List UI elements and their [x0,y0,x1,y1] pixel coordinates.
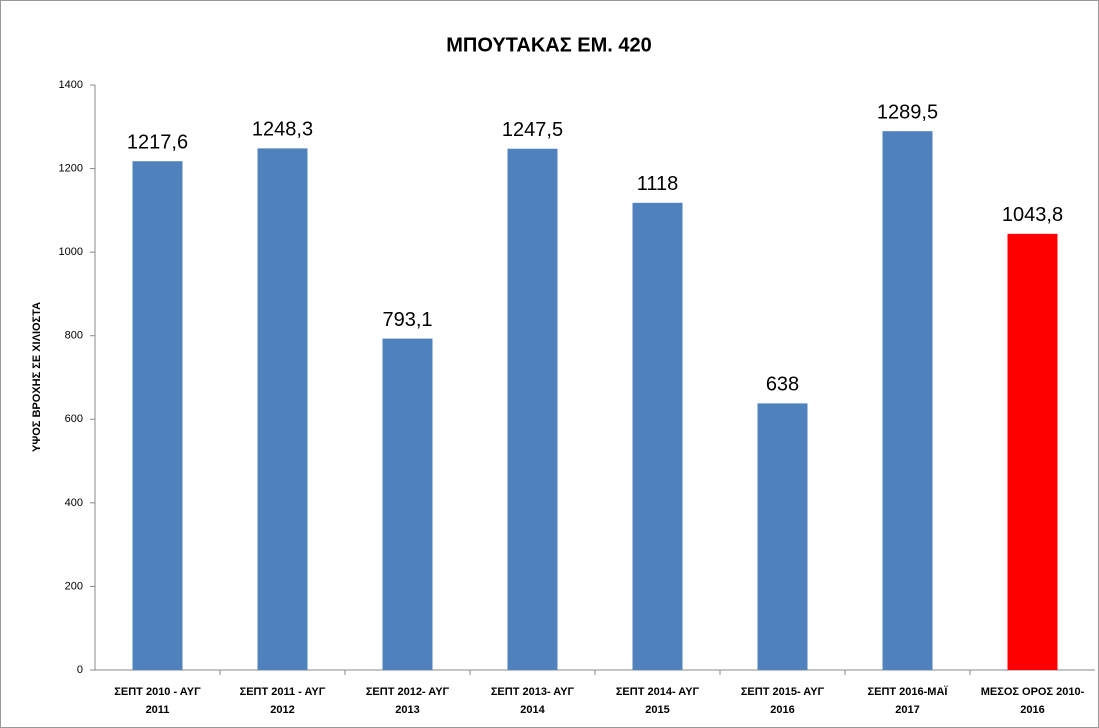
x-tick-label: ΣΕΠΤ 2015- ΑΥΓ [741,686,825,698]
bar [882,131,933,670]
x-tick-label: ΣΕΠΤ 2012- ΑΥΓ [366,686,450,698]
bar [1007,233,1058,671]
x-tick-label: 2014 [520,704,545,716]
value-label: 1043,8 [1002,204,1063,226]
x-tick-label: 2015 [645,704,669,716]
x-tick-label: ΜΕΣΟΣ ΟΡΟΣ 2010- [981,686,1085,698]
value-label: 1247,5 [502,119,563,141]
x-tick-label: 2012 [270,704,294,716]
value-label: 1217,6 [127,131,188,153]
y-tick-label: 1400 [59,79,83,91]
y-tick-label: 1000 [59,246,83,258]
value-label: 1248,3 [252,119,313,141]
y-axis-label: ΥΨΟΣ ΒΡΟΧΗΣ ΣΕ ΧΙΛΙΟΣΤΑ [31,302,43,452]
x-tick-label: ΣΕΠΤ 2013- ΑΥΓ [491,686,575,698]
value-label: 638 [766,374,799,396]
bar [507,148,558,671]
x-tick-label: 2016 [1020,704,1044,716]
value-label: 793,1 [382,309,432,331]
y-tick-label: 1200 [59,162,83,174]
y-tick-label: 0 [77,664,83,676]
y-tick-label: 400 [65,497,83,509]
bar [382,338,433,670]
y-tick-label: 200 [65,580,83,592]
x-tick-label: ΣΕΠΤ 2010 - ΑΥΓ [114,686,201,698]
x-tick-label: ΣΕΠΤ 2014- ΑΥΓ [616,686,700,698]
value-label: 1289,5 [877,101,938,123]
x-tick-label: ΣΕΠΤ 2016-ΜΑΪ [868,685,949,698]
x-tick-label: 2013 [395,704,419,716]
x-tick-label: ΣΕΠΤ 2011 - ΑΥΓ [240,686,326,698]
value-label: 1118 [637,173,679,195]
x-tick-label: 2011 [146,704,170,716]
chart-title: ΜΠΟΥΤΑΚΑΣ ΕΜ. 420 [446,34,652,56]
bar [132,161,183,670]
y-tick-label: 600 [65,413,83,425]
bar [757,403,808,670]
bar [632,202,683,671]
y-tick-label: 800 [65,330,83,342]
bar [257,148,308,671]
x-tick-label: 2016 [770,704,794,716]
x-tick-label: 2017 [895,704,919,716]
